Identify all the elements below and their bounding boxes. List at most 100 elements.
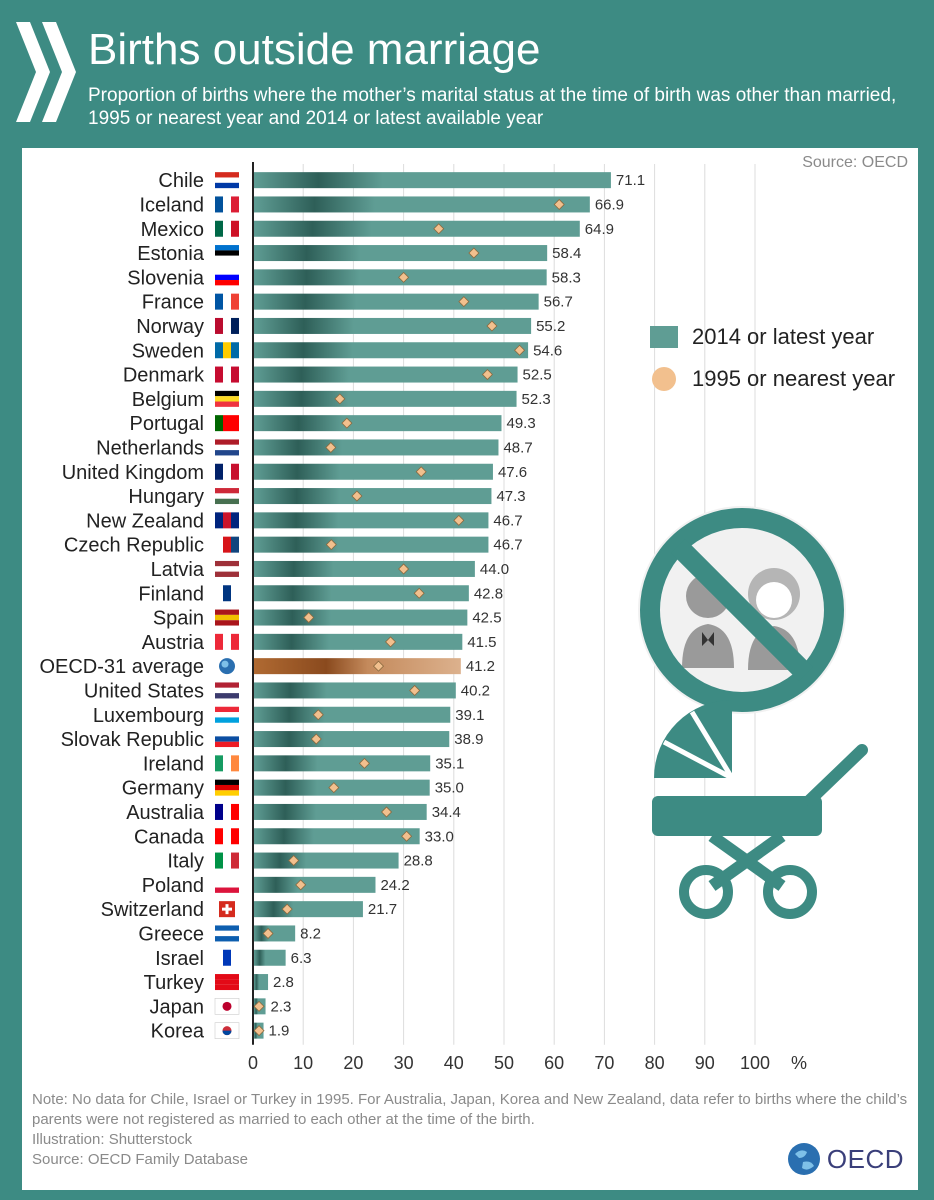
chevron-logo-icon bbox=[16, 22, 76, 122]
marker-1995 bbox=[385, 636, 397, 648]
flag-shape bbox=[231, 633, 239, 650]
flag-shape bbox=[215, 717, 239, 723]
bar-ireland bbox=[254, 755, 431, 772]
source-bottom: Source: OECD Family Database bbox=[32, 1151, 248, 1168]
category-label: Czech Republic bbox=[64, 535, 204, 557]
data-label: 54.6 bbox=[533, 342, 562, 359]
austria-flag-icon bbox=[215, 633, 239, 650]
flag-shape bbox=[215, 250, 239, 256]
data-label: 38.9 bbox=[454, 731, 483, 748]
marker-1995 bbox=[381, 806, 393, 818]
bar-oecd-31-average bbox=[254, 658, 461, 675]
flag-shape bbox=[215, 488, 239, 494]
category-label: Portugal bbox=[130, 413, 205, 435]
israel-flag-icon bbox=[215, 949, 239, 966]
x-tick-label: 20 bbox=[343, 1053, 363, 1073]
flag-shape bbox=[223, 828, 231, 845]
data-label: 49.3 bbox=[506, 415, 535, 432]
data-label: 56.7 bbox=[544, 294, 573, 311]
category-label: New Zealand bbox=[86, 510, 204, 532]
category-label: Slovak Republic bbox=[61, 729, 204, 751]
flag-shape bbox=[215, 803, 223, 820]
flag-shape bbox=[223, 220, 231, 237]
flag-shape bbox=[215, 693, 239, 699]
flag-shape bbox=[231, 342, 239, 359]
x-tick-label: 10 bbox=[293, 1053, 313, 1073]
flag-shape bbox=[215, 415, 223, 432]
flag-shape bbox=[215, 196, 223, 213]
flag-shape bbox=[223, 803, 231, 820]
data-label: 33.0 bbox=[425, 828, 454, 845]
flag-shape bbox=[231, 293, 239, 310]
flag-shape bbox=[215, 245, 239, 251]
bar-switzerland bbox=[254, 901, 363, 918]
flag-shape bbox=[215, 712, 239, 718]
bar-israel bbox=[254, 949, 286, 966]
belgium-flag-icon bbox=[215, 390, 239, 407]
iceland-flag-icon bbox=[215, 196, 239, 213]
flag-shape bbox=[215, 401, 239, 407]
turkey-flag-icon bbox=[215, 974, 239, 991]
marker-1995 bbox=[325, 539, 337, 551]
marker-1995 bbox=[253, 1000, 265, 1012]
data-label: 24.2 bbox=[380, 877, 409, 894]
greece-flag-icon bbox=[215, 925, 239, 942]
flag-shape bbox=[215, 390, 239, 397]
category-label: Slovenia bbox=[127, 267, 205, 289]
new-zealand-flag-icon bbox=[215, 512, 239, 529]
flag-shape bbox=[231, 366, 239, 383]
category-label: Hungary bbox=[128, 486, 204, 508]
legend-label-2014: 2014 or latest year bbox=[692, 324, 875, 349]
bar-chile bbox=[254, 172, 611, 189]
flag-shape bbox=[215, 566, 239, 572]
bar-australia bbox=[254, 803, 427, 820]
x-tick-label: 50 bbox=[494, 1053, 514, 1073]
bar-spain bbox=[254, 609, 468, 626]
category-label: Mexico bbox=[141, 219, 204, 241]
flag-shape bbox=[222, 1001, 232, 1011]
oecd-globe-icon bbox=[787, 1143, 820, 1175]
marker-1995 bbox=[372, 660, 385, 672]
data-label: 66.9 bbox=[595, 196, 624, 213]
flag-shape bbox=[231, 949, 239, 966]
marker-1995 bbox=[413, 587, 425, 599]
ireland-flag-icon bbox=[215, 755, 239, 772]
flag-shape bbox=[231, 585, 239, 602]
x-tick-label: 100 bbox=[740, 1053, 770, 1073]
marker-1995 bbox=[281, 903, 293, 915]
data-label: 6.3 bbox=[291, 950, 312, 967]
france-flag-icon bbox=[215, 293, 239, 310]
data-label: 2.3 bbox=[271, 998, 292, 1015]
data-label: 40.2 bbox=[461, 682, 490, 699]
marker-1995 bbox=[514, 344, 526, 356]
data-label: 2.8 bbox=[273, 974, 294, 991]
oecd-globe-icon bbox=[219, 658, 235, 675]
category-label: Spain bbox=[153, 608, 204, 630]
marker-1995 bbox=[458, 296, 470, 308]
category-label: Finland bbox=[138, 583, 204, 605]
flag-shape bbox=[223, 633, 231, 650]
spain-flag-icon bbox=[215, 609, 239, 626]
flag-shape bbox=[215, 779, 239, 785]
flag-shape bbox=[215, 755, 223, 772]
no-marriage-icon bbox=[638, 506, 846, 714]
legend-item-1995: 1995 or nearest year bbox=[650, 358, 895, 400]
note-text: Note: No data for Chile, Israel or Turke… bbox=[32, 1091, 908, 1128]
marker-1995 bbox=[262, 927, 274, 939]
flag-shape bbox=[231, 803, 239, 820]
japan-flag-icon bbox=[214, 998, 240, 1015]
flag-shape bbox=[215, 784, 239, 791]
flag-shape bbox=[215, 936, 239, 942]
bar-netherlands bbox=[254, 439, 499, 456]
data-label: 52.3 bbox=[522, 391, 551, 408]
legend-swatch-2014 bbox=[650, 326, 678, 348]
marker-1995 bbox=[295, 879, 307, 891]
flag-shape bbox=[215, 949, 223, 966]
flag-shape bbox=[215, 493, 239, 499]
bar-slovak-republic bbox=[254, 731, 450, 748]
data-label: 71.1 bbox=[616, 172, 645, 189]
data-label: 8.2 bbox=[300, 925, 321, 942]
estonia-flag-icon bbox=[215, 245, 239, 262]
data-label: 42.8 bbox=[474, 585, 503, 602]
category-label: United Kingdom bbox=[62, 462, 204, 484]
